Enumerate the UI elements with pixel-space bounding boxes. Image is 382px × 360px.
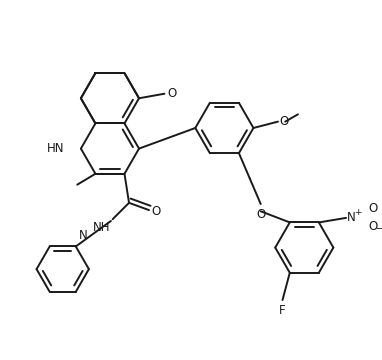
Text: HN: HN [47,142,65,155]
Text: +: + [354,208,362,217]
Text: O: O [368,220,377,234]
Text: N: N [79,229,87,242]
Text: NH: NH [93,221,111,234]
Text: O: O [280,115,289,128]
Text: O: O [152,206,161,219]
Text: O: O [256,208,265,221]
Text: O: O [368,202,377,215]
Text: −: − [376,224,382,234]
Text: F: F [279,303,286,317]
Text: O: O [167,87,176,100]
Text: N: N [347,211,356,224]
